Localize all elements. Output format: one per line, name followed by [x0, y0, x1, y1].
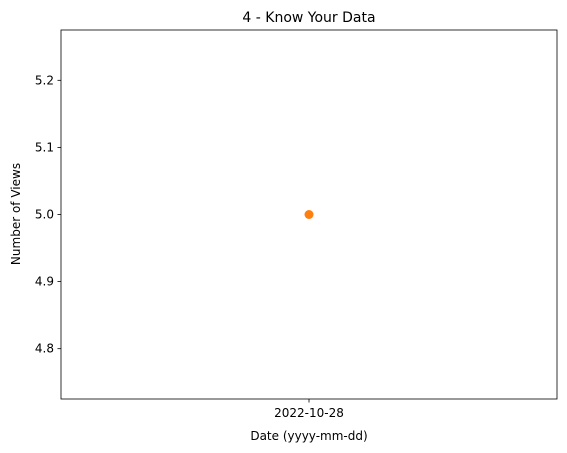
y-axis-ticks: 4.8 4.9 5.0 5.1 5.2	[35, 73, 61, 356]
y-tick-label: 4.8	[35, 342, 54, 356]
y-tick-label: 4.9	[35, 275, 54, 289]
y-tick-label: 5.0	[35, 208, 54, 222]
x-axis-ticks: 2022-10-28	[274, 399, 344, 420]
y-tick-label: 5.2	[35, 73, 54, 87]
chart-title: 4 - Know Your Data	[242, 10, 375, 26]
plot-area: 4.8 4.9 5.0 5.1 5.2 2022-10-28	[35, 29, 558, 420]
data-points	[304, 210, 314, 219]
x-tick-label: 2022-10-28	[274, 406, 344, 420]
data-point	[304, 210, 314, 219]
x-axis-label: Date (yyyy-mm-dd)	[250, 429, 367, 443]
y-axis-label: Number of Views	[9, 163, 23, 265]
y-tick-label: 5.1	[35, 140, 54, 154]
